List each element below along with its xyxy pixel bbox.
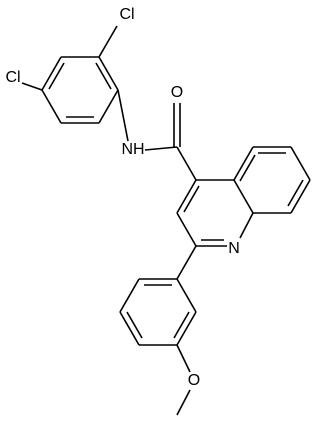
- atom-label: Cl: [5, 69, 20, 86]
- bonds: [21, 25, 311, 416]
- atom-label: O: [171, 84, 183, 101]
- atom-label: NH: [121, 141, 144, 158]
- atom-label: Cl: [119, 6, 134, 23]
- atom-label: O: [188, 372, 200, 389]
- atom-label: N: [228, 240, 240, 257]
